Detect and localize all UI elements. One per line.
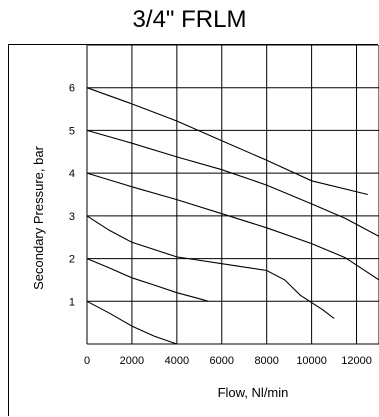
series-line-1 bbox=[86, 87, 368, 196]
y-tick-label-2: 2 bbox=[69, 254, 75, 266]
x-tick-label-2000: 2000 bbox=[120, 355, 144, 367]
x-tick-label-4000: 4000 bbox=[165, 355, 189, 367]
x-tick-label-6000: 6000 bbox=[210, 355, 234, 367]
series-layer bbox=[86, 87, 379, 345]
series-line-5 bbox=[86, 258, 209, 302]
y-tick-label-1: 1 bbox=[69, 296, 75, 308]
x-tick-label-10000: 10000 bbox=[296, 355, 327, 367]
y-tick-label-3: 3 bbox=[69, 211, 75, 223]
y-tick-label-4: 4 bbox=[69, 168, 75, 180]
series-line-2 bbox=[86, 129, 379, 237]
y-axis-label: Secondary Pressure, bar bbox=[31, 145, 46, 289]
tick-layer: 0 2000 4000 6000 8000 10000 12000 1 2 3 4 5 6 bbox=[69, 83, 372, 367]
x-tick-label-12000: 12000 bbox=[341, 355, 372, 367]
series-line-4 bbox=[86, 215, 335, 319]
x-tick-label-8000: 8000 bbox=[254, 355, 278, 367]
chart-plot: 0 2000 4000 6000 8000 10000 12000 1 2 3 4 5 6 Flow, … bbox=[31, 45, 379, 400]
y-tick-label-5: 5 bbox=[69, 125, 75, 137]
series-line-6 bbox=[86, 300, 177, 345]
chart-frame: 0 2000 4000 6000 8000 10000 12000 1 2 3 4 5 6 Flow, … bbox=[8, 44, 379, 416]
series-line-3 bbox=[86, 172, 379, 281]
x-tick-label-0: 0 bbox=[84, 355, 90, 367]
x-axis-label: Flow, Nl/min bbox=[218, 385, 289, 400]
grid-layer bbox=[86, 45, 379, 345]
y-tick-label-6: 6 bbox=[69, 83, 75, 95]
chart-title: 3/4" FRLM bbox=[132, 6, 247, 33]
